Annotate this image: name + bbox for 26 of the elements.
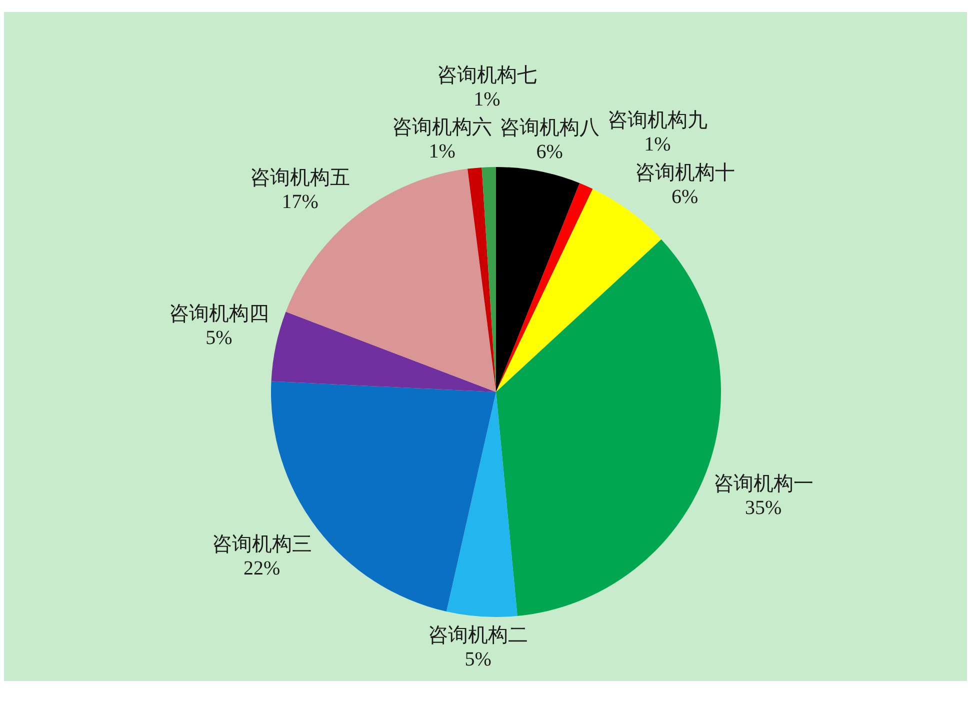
- slice-label: 咨询机构二: [428, 624, 528, 647]
- pie-slice: [468, 167, 496, 392]
- data-label: 6%: [536, 140, 563, 163]
- data-label: 22%: [243, 558, 280, 580]
- data-label: 1%: [474, 88, 500, 110]
- data-label: 5%: [206, 326, 232, 349]
- pie-slice: [446, 392, 518, 617]
- data-label: 1%: [428, 140, 456, 162]
- data-label: 5%: [464, 648, 492, 671]
- slice-label: 咨询机构八: [500, 116, 600, 139]
- data-label: 1%: [644, 134, 671, 156]
- slice-label: 咨询机构三: [212, 534, 312, 556]
- pie-slice: [496, 167, 580, 392]
- pie-slice: [271, 312, 496, 392]
- data-label: 17%: [282, 190, 318, 213]
- slice-label: 咨询机构五: [250, 166, 350, 189]
- slice-label: 咨询机构九: [607, 110, 708, 132]
- slice-label: 咨询机构十: [634, 162, 735, 184]
- slice-label: 咨询机构七: [437, 64, 538, 86]
- pie-slice: [496, 183, 593, 392]
- slice-label: 咨询机构一: [713, 473, 814, 496]
- slice-label: 咨询机构四: [169, 302, 269, 325]
- pie-slice: [496, 188, 662, 392]
- data-label: 6%: [671, 186, 698, 208]
- slice-label: 咨询机构六: [392, 116, 492, 138]
- data-label: 35%: [745, 497, 782, 520]
